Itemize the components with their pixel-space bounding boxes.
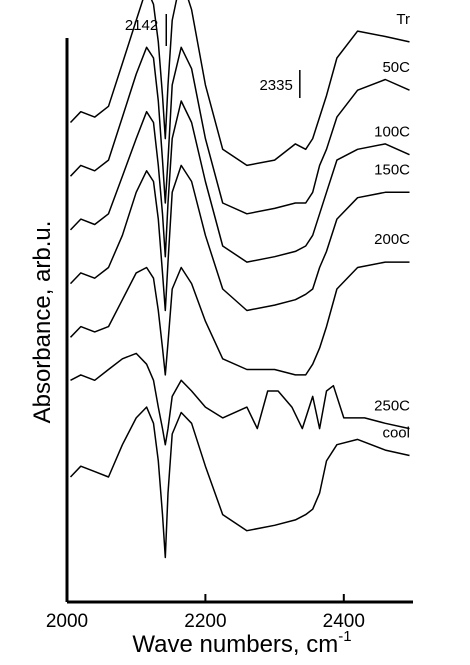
series-line-4	[69, 261, 410, 376]
series-line-0	[69, 0, 410, 167]
series-label-4: 200C	[374, 231, 410, 248]
series-line-6	[69, 406, 410, 559]
series-line-5	[70, 352, 410, 446]
x-axis-title-text: Wave numbers, cm	[132, 631, 338, 658]
annotations: 2142 2335	[125, 14, 301, 98]
x-axis-title: Wave numbers, cm-1	[132, 628, 351, 658]
x-ticks: 2000 2200 2400	[46, 594, 365, 632]
series-label-0: Tr	[396, 11, 410, 28]
x-tick-label-0: 2000	[46, 611, 88, 632]
series-label-5: 250C	[374, 398, 410, 415]
series-line-3	[69, 164, 410, 312]
y-axis-title: Absorbance, arb.u.	[29, 221, 56, 424]
series-line-2	[69, 100, 410, 263]
plot-lines	[69, 0, 410, 559]
annotation-label-1: 2335	[259, 77, 292, 94]
x-axis-title-superscript: -1	[338, 628, 351, 645]
series-label-3: 150C	[374, 161, 410, 178]
series-labels: Tr 50C 100C 150C 200C 250C cool	[374, 11, 410, 442]
series-line-1	[69, 46, 410, 215]
annotation-label-0: 2142	[125, 17, 158, 34]
series-label-6: cool	[382, 425, 410, 442]
x-tick-label-2: 2400	[323, 611, 365, 632]
x-tick-label-1: 2200	[184, 611, 226, 632]
series-label-2: 100C	[374, 124, 410, 141]
series-label-1: 50C	[382, 59, 410, 76]
